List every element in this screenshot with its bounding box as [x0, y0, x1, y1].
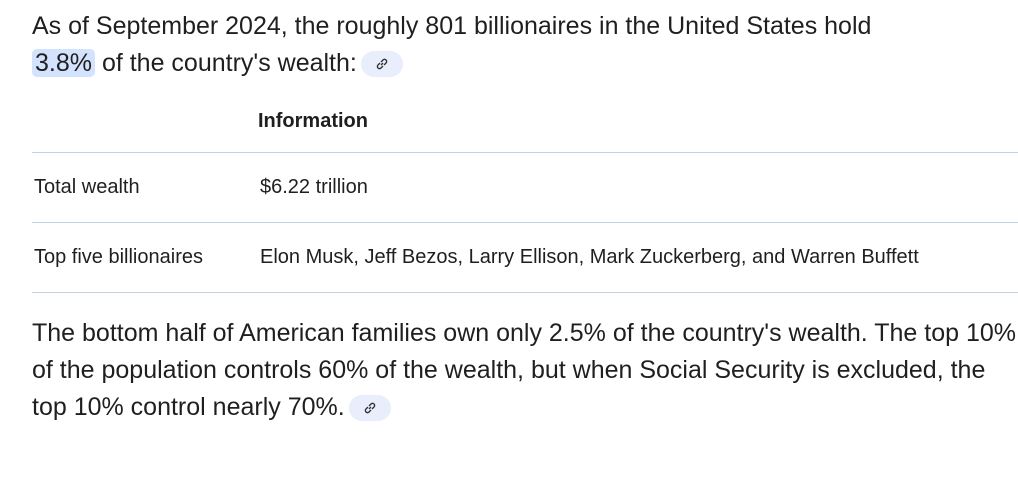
content: As of September 2024, the roughly 801 bi… — [32, 8, 1018, 426]
intro: As of September 2024, the roughly 801 bi… — [32, 8, 1018, 82]
source-link[interactable] — [348, 395, 391, 422]
cell: $6.22 trillion — [258, 152, 1018, 223]
outro: The bottom half of American families own… — [32, 315, 1018, 426]
cell: Elon Musk, Jeff Bezos, Larry Ellison, Ma… — [258, 222, 1018, 293]
info-table: Information Total wealth $6.22 trillion T… — [32, 90, 1018, 293]
highlight[interactable]: 3.8% — [32, 49, 95, 77]
intro-text: of the country's wealth: — [101, 49, 357, 77]
header-cell: Information — [258, 90, 1018, 153]
cell: Total wealth — [32, 152, 258, 223]
source-link[interactable] — [360, 51, 403, 78]
header-cell — [32, 90, 258, 153]
intro-text: As of September 2024, the roughly 801 bi… — [32, 12, 872, 40]
cell: Top five billionaires — [32, 222, 258, 293]
outro-text: The bottom half of American families own… — [32, 319, 1016, 421]
